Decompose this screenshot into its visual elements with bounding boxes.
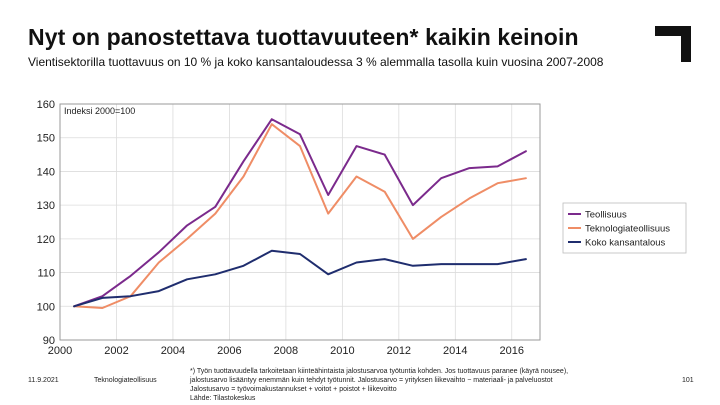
page-number: 101 xyxy=(682,377,694,384)
x-tick-label: 2006 xyxy=(217,345,241,357)
x-tick-label: 2008 xyxy=(274,345,298,357)
legend-label: Koko kansantalous xyxy=(585,238,666,249)
series-line xyxy=(73,118,527,308)
x-tick-label: 2012 xyxy=(387,345,411,357)
footnote-source: Lähde: Tilastokeskus xyxy=(190,395,256,402)
footer-note: *) Työn tuottavuudella tarkoitetaan kiin… xyxy=(190,367,660,403)
y-tick-label: 130 xyxy=(37,200,55,212)
footnote-line: *) Työn tuottavuudella tarkoitetaan kiin… xyxy=(190,368,569,375)
footnote-line: Jalostusarvo = työvoimakustannukset + vo… xyxy=(190,386,397,393)
productivity-line-chart: 90 100 110 120 130 140 150 160 2000 2002 2004 2006 2… xyxy=(37,99,687,357)
legend-box xyxy=(562,202,687,254)
x-tick-label: 2010 xyxy=(330,345,354,357)
footnote-line: jalostusarvo lisääntyy enemmän kuin tehd… xyxy=(190,377,553,384)
footer-date: 11.9.2021 xyxy=(28,377,59,384)
series-line xyxy=(73,249,527,308)
y-tick-label: 90 xyxy=(43,335,55,347)
x-tick-label: 2000 xyxy=(48,345,72,357)
footer-organization: Teknologiateollisuus xyxy=(94,377,157,384)
x-tick-label: 2016 xyxy=(500,345,524,357)
y-tick-label: 160 xyxy=(37,99,55,111)
slide-subtitle: Vientisektorilla tuottavuus on 10 % ja k… xyxy=(28,55,604,69)
y-tick-label: 100 xyxy=(37,301,55,313)
x-tick-label: 2002 xyxy=(104,345,128,357)
legend-label: Teollisuus xyxy=(585,210,627,221)
series-line xyxy=(73,123,527,309)
slide-title: Nyt on panostettava tuottavuuteen* kaiki… xyxy=(28,24,579,50)
y-tick-label: 140 xyxy=(37,166,55,178)
plot-frame xyxy=(59,103,541,341)
chart-annotation: Indeksi 2000=100 xyxy=(64,106,135,116)
x-tick-label: 2004 xyxy=(161,345,185,357)
plot-area xyxy=(60,104,540,340)
y-tick-label: 120 xyxy=(37,234,55,246)
brand-logo-icon xyxy=(655,26,691,62)
x-tick-label: 2014 xyxy=(443,345,467,357)
y-tick-label: 150 xyxy=(37,133,55,145)
y-tick-label: 110 xyxy=(37,268,55,280)
legend-label: Teknologiateollisuus xyxy=(585,224,670,235)
